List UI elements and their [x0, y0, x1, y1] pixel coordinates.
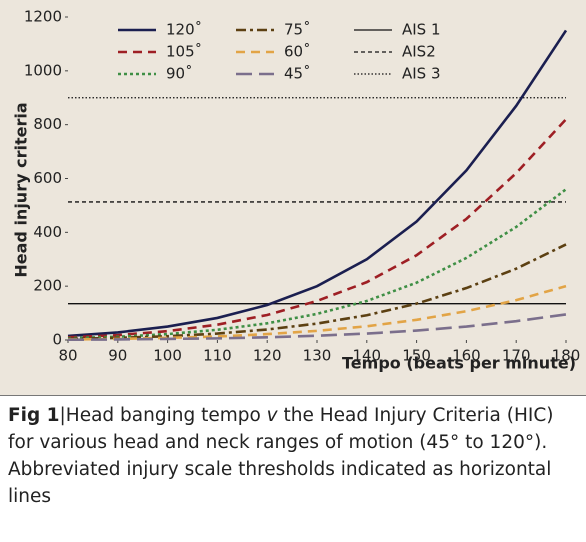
- x-tick-label: 100: [153, 347, 182, 365]
- legend-label: AIS 3: [402, 65, 441, 83]
- x-tick-label: 160: [452, 347, 481, 365]
- legend-label: 75˚: [284, 21, 311, 39]
- series-line: [67, 29, 568, 338]
- legend-label: AIS2: [402, 43, 436, 61]
- caption: Fig 1|Head banging tempo v the Head Inju…: [8, 402, 578, 510]
- x-tick-label: 140: [352, 347, 381, 365]
- y-tick-label: 1200: [24, 8, 62, 26]
- caption-italic: v: [266, 405, 278, 426]
- x-tick-label: 180: [552, 347, 581, 365]
- x-axis-label: Tempo (beats per minute): [342, 354, 576, 373]
- x-tick-label: 110: [203, 347, 232, 365]
- legend-label: 105˚: [166, 43, 202, 61]
- legend-label: AIS 1: [402, 21, 441, 39]
- caption-text: Head banging tempo: [65, 405, 267, 426]
- y-tick-label: 600: [33, 169, 62, 187]
- x-tick-label: 130: [303, 347, 332, 365]
- y-tick-label: 1000: [24, 61, 62, 79]
- caption-text: the Head Injury Criteria (HIC) for vario…: [8, 405, 554, 507]
- series-line: [67, 313, 567, 342]
- x-tick-label: 90: [108, 347, 127, 365]
- series-line: [67, 243, 567, 341]
- legend-label: 90˚: [166, 65, 193, 83]
- caption-separator: |: [59, 405, 66, 426]
- y-tick-label: 200: [33, 277, 62, 295]
- chart: Head injury criteria Tempo (beats per mi…: [0, 0, 586, 396]
- legend-label: 60˚: [284, 43, 311, 61]
- y-axis-label: Head injury criteria: [12, 102, 31, 277]
- x-tick-label: 170: [502, 347, 531, 365]
- y-tick-label: 800: [33, 115, 62, 133]
- series-line: [67, 118, 567, 339]
- x-tick-label: 120: [253, 347, 282, 365]
- legend-label: 120˚: [166, 21, 202, 39]
- caption-label: Fig 1: [8, 405, 60, 426]
- legend-label: 45˚: [284, 65, 311, 83]
- x-tick-label: 80: [58, 347, 77, 365]
- y-tick-label: 0: [52, 331, 62, 349]
- y-tick-label: 400: [33, 223, 62, 241]
- x-tick-label: 150: [402, 347, 431, 365]
